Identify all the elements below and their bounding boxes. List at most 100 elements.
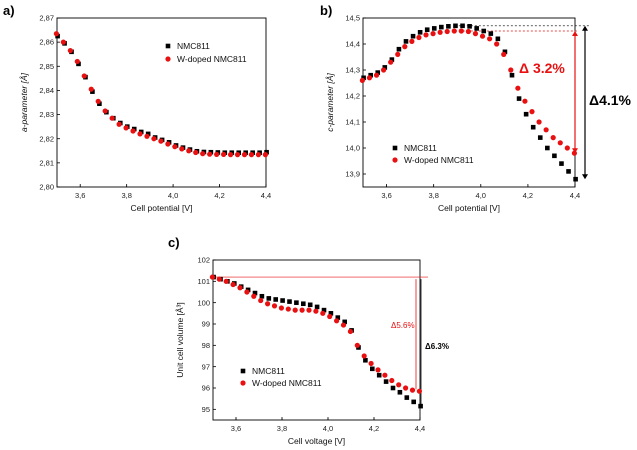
- y-axis-label: c-parameter [Å]: [325, 73, 335, 132]
- legend-label: W-doped NMC811: [177, 54, 247, 64]
- data-point-nmc811: [410, 33, 416, 39]
- data-point-w-doped-nmc811: [388, 59, 394, 65]
- data-point-w-doped-nmc811: [395, 51, 401, 58]
- x-tick-label: 3,8: [428, 191, 438, 200]
- y-tick-label: 95: [202, 405, 210, 414]
- data-point-w-doped-nmc811: [248, 152, 255, 158]
- x-tick-label: 4,2: [369, 424, 379, 433]
- data-point-w-doped-nmc811: [209, 274, 215, 280]
- data-point-nmc811: [566, 169, 571, 174]
- data-point-w-doped-nmc811: [382, 372, 388, 378]
- data-point-w-doped-nmc811: [359, 77, 365, 83]
- x-tick-label: 4,4: [570, 191, 580, 200]
- data-point-w-doped-nmc811: [237, 285, 243, 291]
- y-tick-label: 96: [202, 384, 210, 393]
- data-point-w-doped-nmc811: [354, 342, 360, 348]
- data-point-w-doped-nmc811: [165, 141, 171, 147]
- delta-annotation-black: Δ6.3%: [425, 342, 449, 351]
- data-point-w-doped-nmc811: [306, 307, 312, 313]
- data-point-nmc811: [294, 300, 299, 305]
- data-point-nmc811: [335, 315, 341, 320]
- data-point-w-doped-nmc811: [416, 34, 422, 41]
- data-point-w-doped-nmc811: [258, 297, 264, 304]
- data-point-w-doped-nmc811: [334, 318, 340, 324]
- data-point-nmc811: [516, 96, 522, 101]
- data-point-w-doped-nmc811: [158, 138, 164, 144]
- legend-label: NMC811: [404, 143, 437, 153]
- x-tick-label: 4,4: [415, 424, 425, 433]
- data-point-w-doped-nmc811: [458, 28, 464, 34]
- y-tick-label: 14,5: [345, 14, 360, 23]
- legend-marker-w-doped: [165, 56, 171, 62]
- data-point-w-doped-nmc811: [564, 145, 570, 151]
- y-tick-label: 14,1: [345, 118, 360, 127]
- data-point-nmc811: [495, 36, 501, 42]
- data-point-w-doped-nmc811: [151, 136, 157, 142]
- data-point-w-doped-nmc811: [60, 39, 66, 45]
- data-point-w-doped-nmc811: [320, 310, 326, 316]
- panel-label: c): [168, 235, 180, 250]
- y-tick-label: 2,81: [39, 158, 54, 167]
- plot-frame: [212, 259, 421, 421]
- y-axis-label: Unit cell volume [Å³]: [175, 302, 185, 378]
- y-tick-label: 2,86: [39, 38, 54, 47]
- y-tick-label: 14,0: [345, 144, 360, 153]
- data-point-w-doped-nmc811: [472, 30, 479, 37]
- x-tick-label: 4,2: [214, 191, 224, 200]
- data-point-w-doped-nmc811: [186, 148, 192, 154]
- data-point-nmc811: [431, 26, 437, 31]
- data-point-nmc811: [145, 131, 151, 137]
- data-point-nmc811: [314, 304, 320, 310]
- data-point-w-doped-nmc811: [88, 86, 94, 92]
- data-point-w-doped-nmc811: [550, 135, 556, 141]
- data-point-nmc811: [280, 298, 285, 303]
- data-point-w-doped-nmc811: [347, 328, 353, 335]
- x-tick-label: 4,4: [261, 191, 271, 200]
- delta-annotation-black: Δ4.1%: [589, 92, 632, 108]
- data-point-nmc811: [76, 61, 81, 67]
- data-point-w-doped-nmc811: [207, 151, 213, 157]
- y-tick-label: 98: [202, 341, 210, 350]
- legend-label: W-doped NMC811: [404, 155, 474, 165]
- data-point-w-doped-nmc811: [265, 301, 271, 307]
- data-point-w-doped-nmc811: [366, 75, 373, 81]
- x-tick-label: 4,0: [323, 424, 333, 433]
- data-point-w-doped-nmc811: [299, 307, 305, 313]
- data-point-nmc811: [545, 145, 550, 151]
- data-point-w-doped-nmc811: [262, 152, 268, 158]
- legend-label: W-doped NMC811: [252, 378, 322, 388]
- data-point-nmc811: [474, 26, 479, 31]
- data-point-w-doped-nmc811: [214, 151, 220, 158]
- data-point-w-doped-nmc811: [137, 131, 143, 137]
- data-point-nmc811: [552, 153, 557, 159]
- x-tick-label: 4,0: [168, 191, 178, 200]
- data-point-w-doped-nmc811: [423, 32, 429, 38]
- legend-marker-w-doped: [392, 157, 398, 163]
- y-axis-label: a-parameter [Å]: [19, 72, 29, 132]
- data-point-w-doped-nmc811: [200, 151, 206, 157]
- chart-panel-2: b) 3,6 3,8 4,0 4,2 4,4 13,9 14,0 14,1 14,2 14,3 14,…: [320, 3, 632, 213]
- data-point-nmc811: [328, 311, 334, 316]
- data-point-w-doped-nmc811: [327, 313, 333, 320]
- data-point-w-doped-nmc811: [402, 44, 408, 50]
- data-point-nmc811: [321, 307, 327, 313]
- data-point-nmc811: [481, 28, 487, 34]
- data-point-nmc811: [418, 403, 423, 409]
- data-point-w-doped-nmc811: [508, 67, 514, 73]
- legend-marker-w-doped: [240, 380, 246, 386]
- data-point-w-doped-nmc811: [230, 281, 236, 288]
- data-point-w-doped-nmc811: [109, 115, 115, 121]
- data-point-w-doped-nmc811: [361, 353, 367, 359]
- data-point-w-doped-nmc811: [409, 387, 416, 393]
- data-point-w-doped-nmc811: [375, 367, 381, 373]
- data-point-w-doped-nmc811: [501, 51, 507, 58]
- data-point-w-doped-nmc811: [557, 140, 563, 146]
- data-point-w-doped-nmc811: [479, 33, 486, 39]
- data-point-nmc811: [396, 46, 402, 52]
- data-point-w-doped-nmc811: [278, 305, 284, 311]
- plot-frame: [56, 17, 267, 188]
- data-point-nmc811: [264, 149, 269, 155]
- x-axis-label: Cell potential [V]: [131, 203, 193, 213]
- data-point-w-doped-nmc811: [396, 382, 402, 388]
- y-tick-label: 101: [197, 277, 210, 286]
